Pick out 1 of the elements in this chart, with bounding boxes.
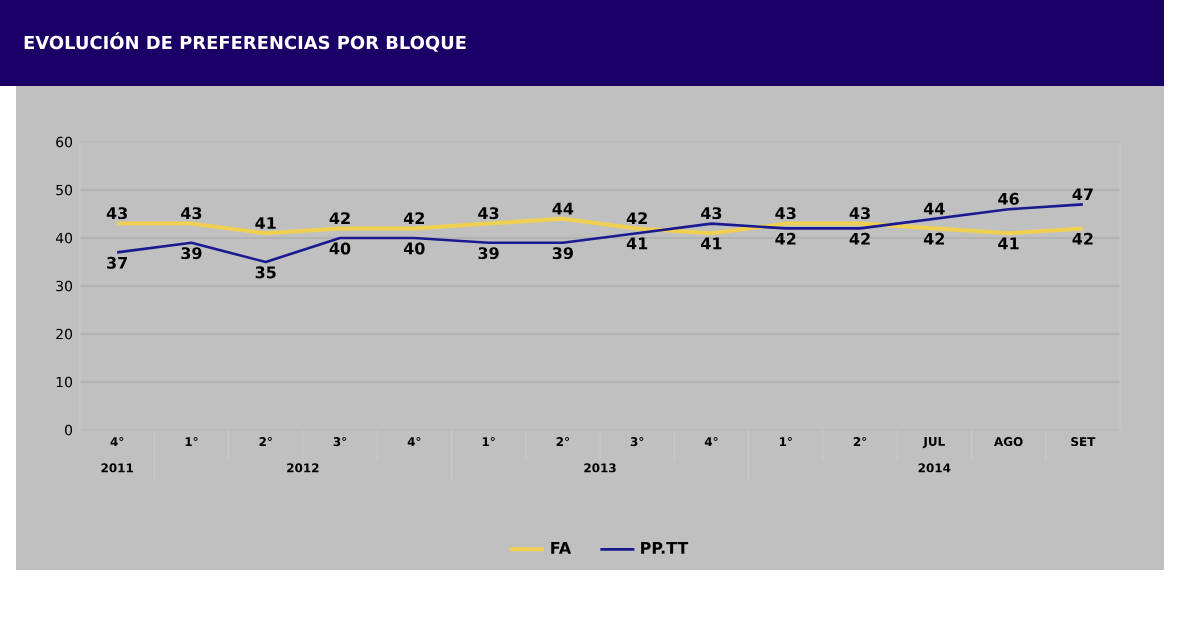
chart-title: EVOLUCIÓN DE PREFERENCIAS POR BLOQUE <box>24 32 466 52</box>
